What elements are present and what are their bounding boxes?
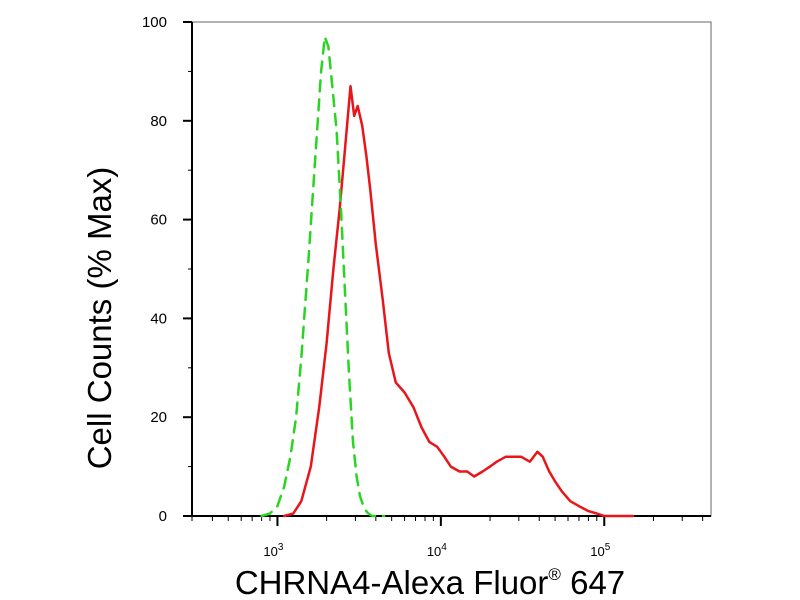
plot-frame [191,21,712,517]
y-tick-label: 40 [150,310,167,327]
y-tick-label: 80 [150,113,167,130]
x-axis: 103 104 105 [191,516,704,559]
solid-series-line [282,84,635,518]
x-tick-label: 103 [263,542,283,559]
y-axis-label: Cell Counts (% Max) [81,167,118,470]
y-tick-label: 60 [150,212,167,229]
x-axis-label: CHRNA4-Alexa Fluor® 647 [235,564,625,600]
x-tick-exponent: 5 [605,542,611,553]
x-tick-base: 10 [590,544,604,559]
y-tick-label: 0 [159,508,167,525]
plot-border [191,21,712,517]
x-tick-exponent: 3 [278,542,284,553]
x-tick-exponent: 4 [441,542,447,553]
y-axis: 0 20 40 60 80 100 [142,14,192,525]
x-axis-label-main: CHRNA4-Alexa Fluor [235,564,549,600]
x-tick-label: 105 [590,542,610,559]
x-axis-label-superscript: ® [548,565,561,584]
dashed-series-line [260,35,386,518]
x-tick-base: 10 [263,544,277,559]
series-layer [260,35,635,518]
x-axis-label-suffix: 647 [561,564,625,600]
x-tick-label: 104 [427,542,447,559]
y-tick-label: 20 [150,409,167,426]
x-tick-base: 10 [427,544,441,559]
y-tick-label: 100 [142,14,167,31]
